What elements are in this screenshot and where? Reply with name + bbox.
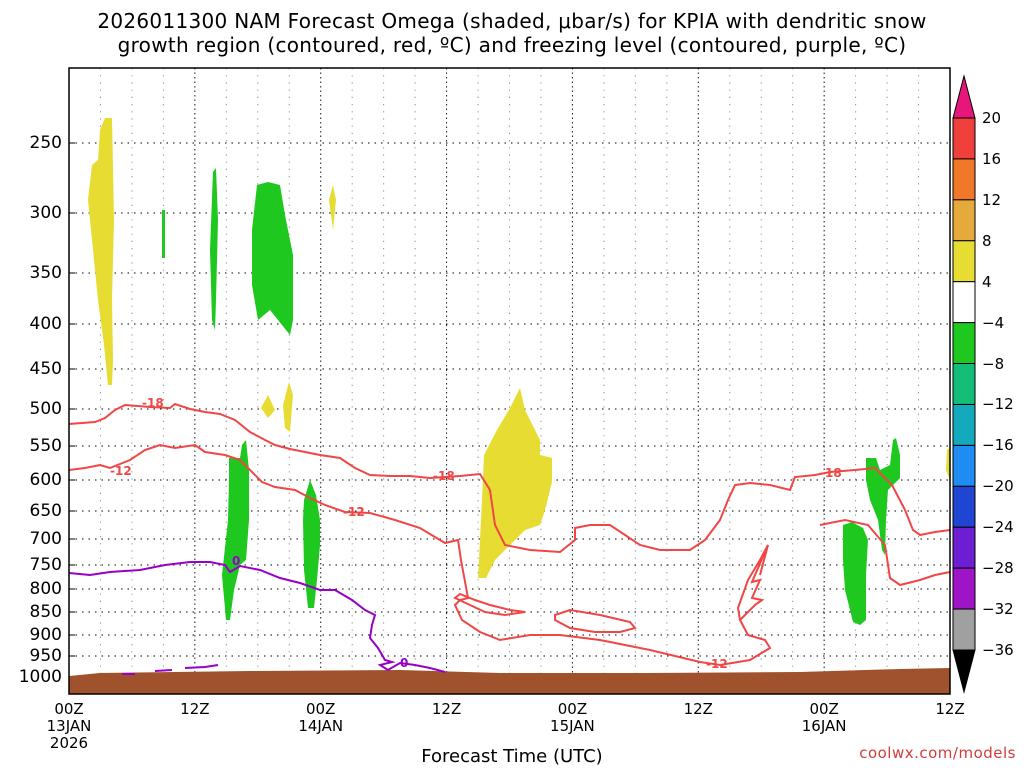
- omega-negative-region: [252, 182, 293, 335]
- y-tick-label: 950: [29, 646, 62, 666]
- omega-negative-region: [303, 480, 320, 608]
- contour-minus12-loop: [554, 608, 637, 633]
- contour-minus12: [68, 443, 772, 667]
- x-tick-label: 00Z: [54, 700, 84, 718]
- contour-label-minus12: -12: [110, 464, 132, 478]
- contour-label-minus18: -18: [142, 396, 164, 410]
- colorbar-label: 8: [982, 231, 992, 250]
- contour-label-freezing: 0: [232, 554, 240, 568]
- colorbar: [952, 74, 976, 694]
- x-tick-label: 14JAN: [298, 717, 344, 735]
- y-tick-label: 300: [29, 203, 62, 223]
- omega-positive-region: [329, 185, 336, 230]
- colorbar-swatch: [952, 526, 976, 569]
- colorbar-swatch: [952, 158, 976, 201]
- x-tick-label: 12Z: [935, 700, 965, 718]
- x-tick-label: 00Z: [306, 700, 336, 718]
- x-tick-label: 12Z: [683, 700, 713, 718]
- colorbar-label: 16: [982, 149, 1002, 168]
- x-tick-label: 00Z: [557, 700, 588, 718]
- colorbar-swatch: [952, 363, 976, 405]
- colorbar-label: 12: [982, 190, 1002, 209]
- contour-minus12-tail: [819, 518, 951, 587]
- colorbar-label: −24: [982, 518, 1014, 537]
- y-tick-label: 750: [29, 555, 62, 575]
- x-tick-label: 2026: [49, 734, 89, 752]
- colorbar-swatch: [952, 240, 976, 283]
- colorbar-swatch: [952, 117, 976, 160]
- y-tick-label: 350: [29, 263, 62, 283]
- omega-positive-region: [261, 395, 275, 418]
- colorbar-label: 20: [982, 109, 1002, 127]
- colorbar-swatch: [952, 322, 976, 365]
- omega-negative-region: [210, 168, 218, 330]
- colorbar-swatch: [952, 444, 976, 487]
- y-tick-label: 450: [29, 359, 62, 379]
- colorbar-label: −12: [982, 395, 1014, 414]
- colorbar-label: −20: [982, 477, 1014, 496]
- y-tick-label: 650: [29, 501, 62, 521]
- y-tick-label: 500: [29, 399, 62, 419]
- contour-minus12-loop: [453, 592, 526, 617]
- omega-positive-region: [478, 388, 552, 578]
- colorbar-label: 4: [982, 272, 992, 291]
- omega-negative-region: [222, 440, 249, 620]
- colorbar-label: −36: [982, 641, 1014, 659]
- colorbar-min-triangle: [952, 649, 976, 694]
- y-tick-label: 700: [29, 529, 62, 549]
- chart-title-line2: growth region (contoured, red, ºC) and f…: [117, 33, 907, 57]
- omega-negative-region: [162, 210, 165, 258]
- plot-border: [68, 67, 951, 695]
- x-tick-label: 13JAN: [46, 717, 92, 735]
- omega-negative-region: [843, 522, 868, 625]
- contour-minus12-tail: [759, 544, 769, 576]
- y-tick-label: 400: [29, 314, 62, 334]
- ground-terrain: [69, 668, 950, 694]
- contour-label-minus12: -12: [343, 505, 365, 519]
- omega-positive-region: [283, 382, 293, 432]
- x-tick-label: 00Z: [809, 700, 839, 718]
- contour-label-minus18: -18: [820, 466, 842, 480]
- contour-freezing-level-fragment: [122, 664, 219, 675]
- x-tick-label: 12Z: [431, 700, 462, 718]
- contour-label-minus12: -12: [706, 657, 728, 671]
- contour-minus18: [68, 402, 951, 554]
- y-tick-label: 900: [29, 625, 62, 645]
- colorbar-label: −16: [982, 436, 1014, 455]
- omega-shading: [88, 118, 950, 625]
- y-tick-label: 1000: [18, 667, 62, 687]
- colorbar-label: −32: [982, 600, 1014, 619]
- colorbar-label: −28: [982, 559, 1014, 578]
- y-tick-label: 550: [29, 436, 62, 456]
- contour-label-freezing: 0: [400, 656, 408, 670]
- contour-freezing-level: [68, 561, 446, 673]
- y-tick-label: 250: [29, 133, 62, 153]
- colorbar-swatch: [952, 199, 976, 242]
- colorbar-max-triangle: [952, 74, 976, 119]
- x-tick-label: 16JAN: [801, 717, 847, 735]
- x-tick-label: 15JAN: [550, 717, 595, 735]
- colorbar-label: −4: [982, 313, 1005, 332]
- y-tick-label: 850: [29, 602, 62, 622]
- colorbar-swatch: [952, 608, 976, 651]
- omega-positive-region: [88, 118, 114, 385]
- colorbar-swatch: [952, 567, 976, 610]
- colorbar-label: −8: [982, 354, 1005, 373]
- contour-label-minus18: -18: [433, 469, 455, 483]
- chart-title-line1: 2026011300 NAM Forecast Omega (shaded, μ…: [97, 9, 927, 33]
- omega-positive-region: [946, 448, 950, 480]
- colorbar-swatch: [952, 281, 976, 324]
- x-tick-label: 12Z: [180, 700, 210, 718]
- y-tick-label: 800: [29, 579, 62, 599]
- x-axis-title: Forecast Time (UTC): [421, 746, 603, 767]
- credit-link[interactable]: coolwx.com/models: [859, 744, 1016, 762]
- colorbar-swatch: [952, 403, 976, 446]
- contours: [68, 402, 951, 675]
- y-tick-label: 600: [29, 470, 62, 490]
- colorbar-swatch: [952, 485, 976, 528]
- contour-labels: -18 -18 -18 -12 -12 -12 0 0: [110, 396, 842, 671]
